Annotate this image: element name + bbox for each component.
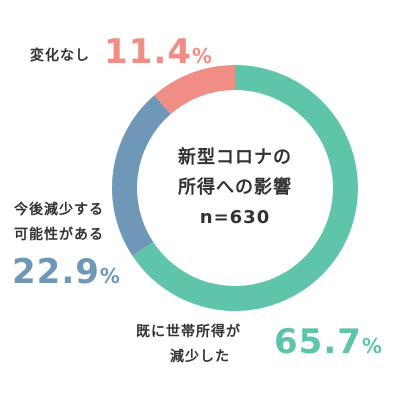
slice-value-may-decrease-percent: % (99, 264, 121, 288)
slice-label-may-decrease-line-2: 可能性がある (14, 227, 104, 243)
slice-value-may-decrease-number: 22.9 (12, 252, 100, 292)
slice-value-already-decreased: 65.7% (274, 322, 383, 362)
slice-value-already-decreased-percent: % (361, 334, 383, 358)
slice-value-may-decrease: 22.9% (12, 252, 121, 292)
slice-value-no-change-percent: % (191, 44, 213, 68)
slice-value-no-change-number: 11.4 (104, 32, 192, 72)
slice-value-already-decreased-number: 65.7 (274, 322, 362, 362)
center-label-line-2: 所得への影響 (178, 177, 292, 198)
slice-label-already-decreased-line-2: 減少した (170, 349, 230, 365)
slice-label-no-change: 変化なし (30, 48, 90, 64)
slice-label-already-decreased-line-1: 既に世帯所得が (136, 324, 241, 340)
slice-value-no-change: 11.4% (104, 32, 213, 72)
center-label-line-1: 新型コロナの (178, 147, 292, 168)
slice-label-may-decrease-line-1: 今後減少する (14, 202, 104, 218)
slice-no-change (154, 65, 235, 115)
center-label-sample-size: n=630 (199, 207, 271, 228)
slice-may-decrease (111, 95, 171, 256)
